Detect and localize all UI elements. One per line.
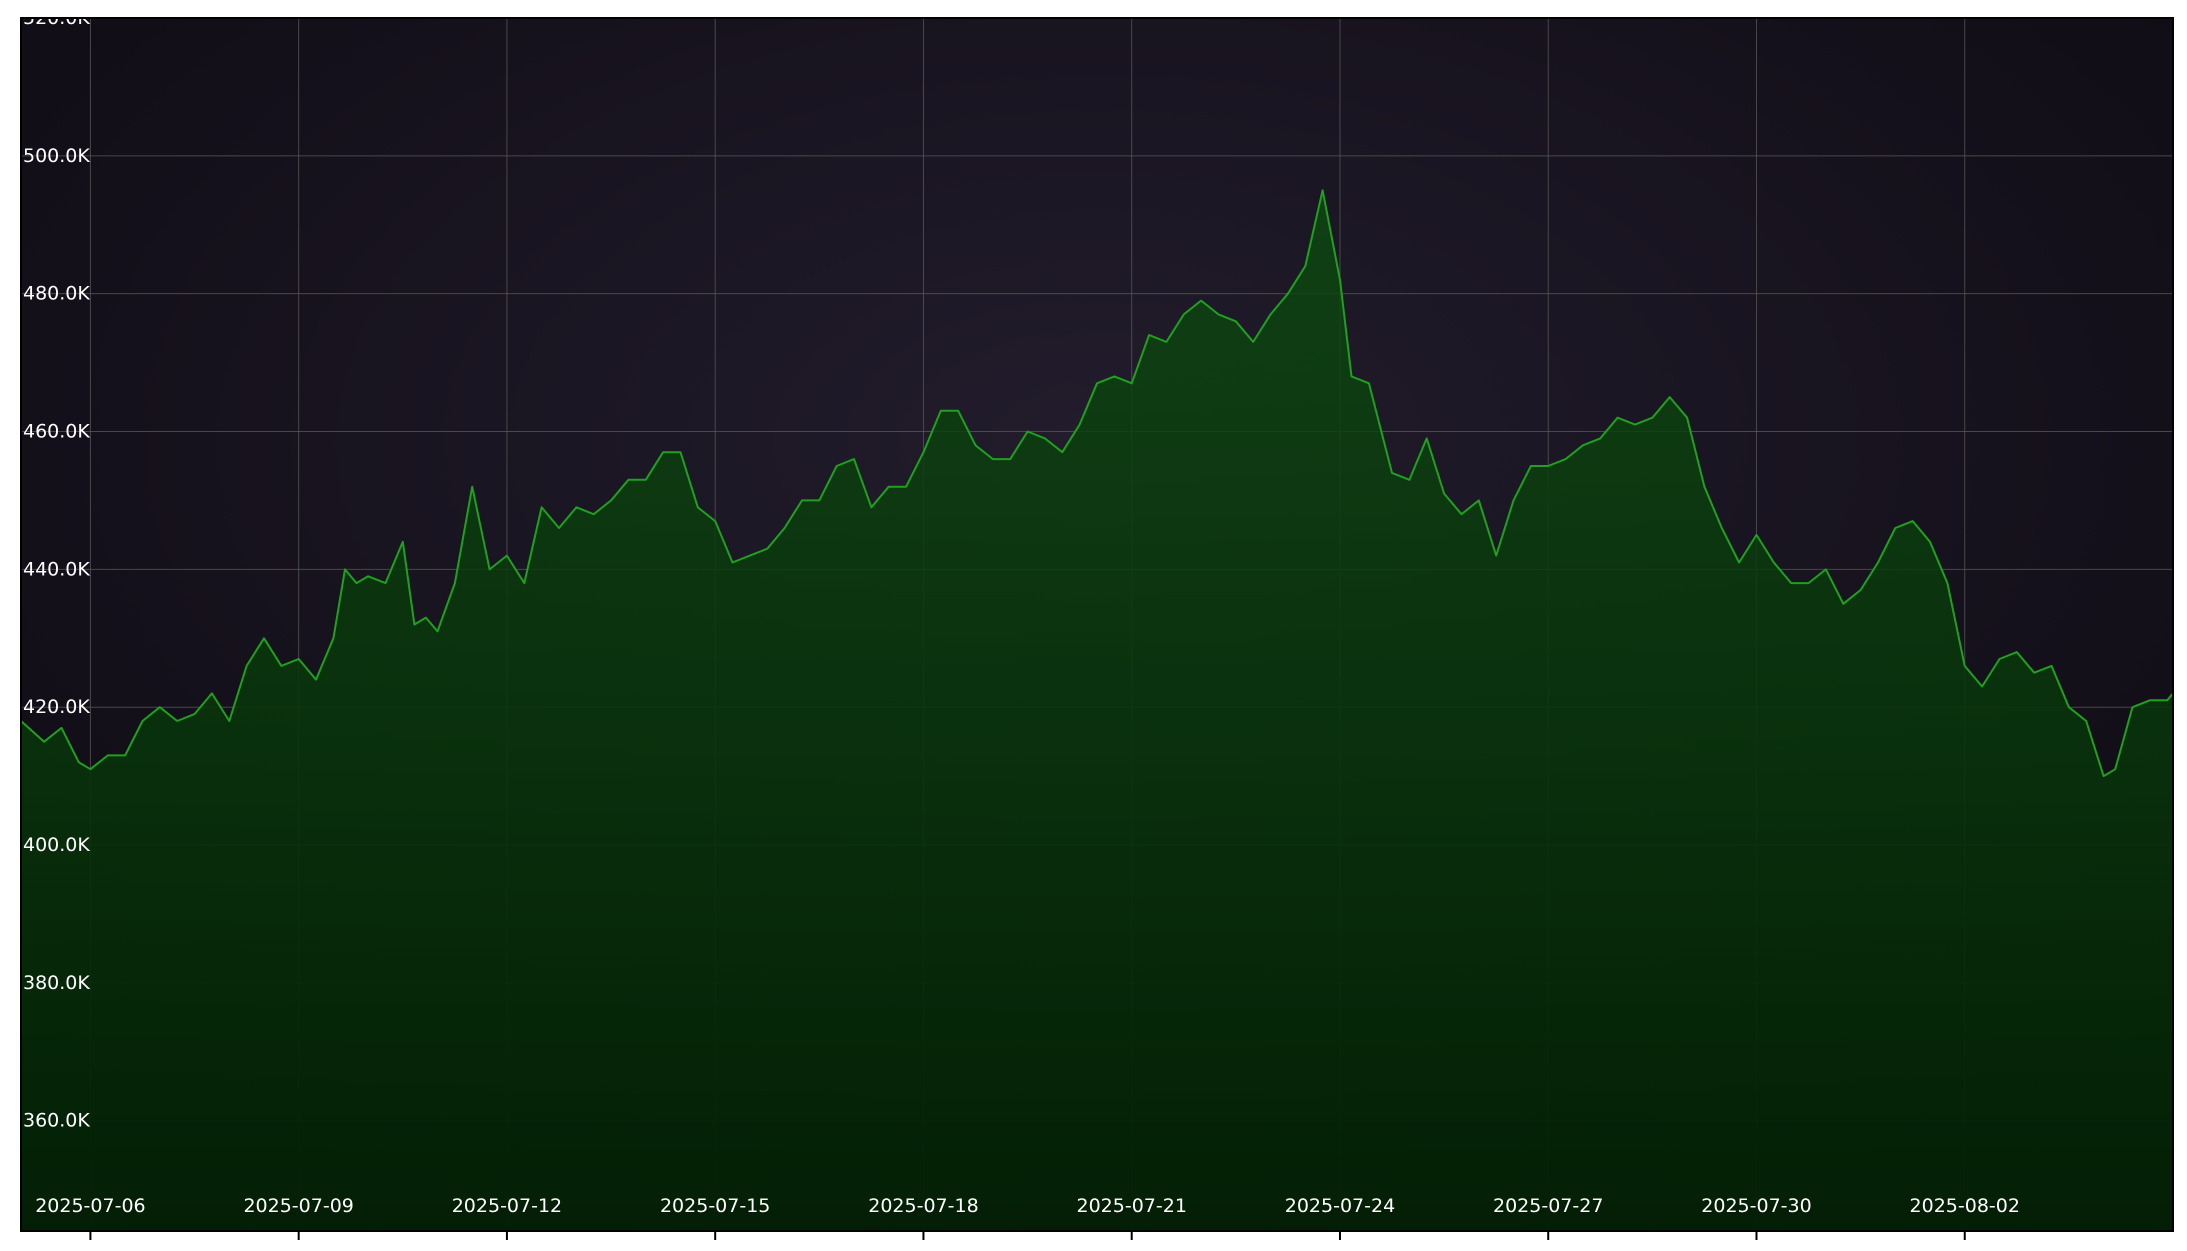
y-tick-label: 420.0K	[23, 696, 90, 718]
y-tick-label: 380.0K	[23, 972, 90, 994]
x-tick-label: 2025-07-30	[1701, 1195, 1811, 1217]
x-tick-label: 2025-07-06	[35, 1195, 145, 1217]
x-tick-label: 2025-07-18	[868, 1195, 978, 1217]
y-tick-label: 480.0K	[23, 283, 90, 305]
y-tick-label: 360.0K	[23, 1110, 90, 1132]
x-tick-label: 2025-07-09	[243, 1195, 353, 1217]
x-tick-label: 2025-07-15	[660, 1195, 770, 1217]
x-tick-label: 2025-07-21	[1076, 1195, 1186, 1217]
y-tick-label: 400.0K	[23, 834, 90, 856]
x-tick-label: 2025-07-12	[452, 1195, 562, 1217]
y-tick-label: 500.0K	[23, 145, 90, 167]
y-tick-label: 440.0K	[23, 558, 90, 580]
x-tick-label: 2025-07-24	[1285, 1195, 1395, 1217]
x-tick-label: 2025-07-27	[1493, 1195, 1603, 1217]
y-tick-label: 460.0K	[23, 421, 90, 443]
x-tick-label: 2025-08-02	[1910, 1195, 2020, 1217]
